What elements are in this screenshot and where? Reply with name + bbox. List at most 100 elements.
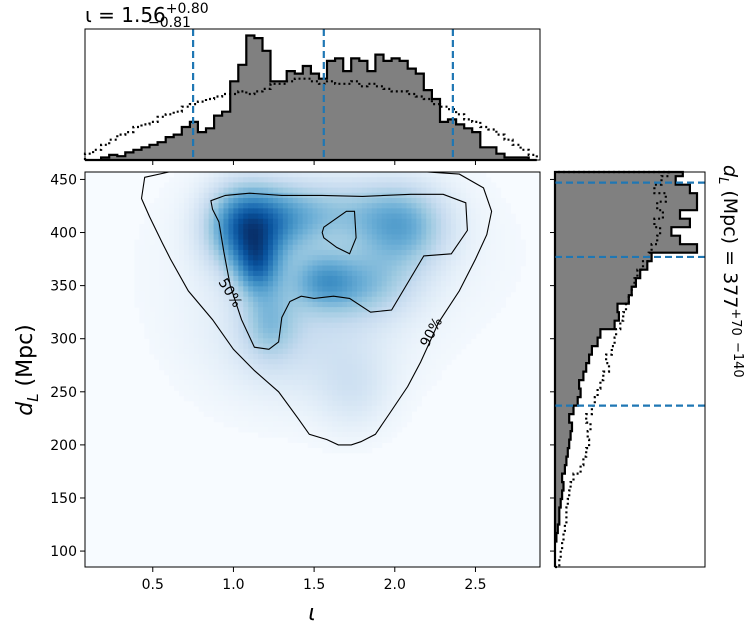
- heatmap-cell: [183, 359, 190, 365]
- heatmap-cell: [386, 182, 393, 189]
- heatmap-cell: [361, 218, 368, 225]
- heatmap-cell: [238, 260, 244, 267]
- heatmap-cell: [431, 312, 437, 319]
- heatmap-cell: [381, 312, 388, 319]
- heatmap-cell: [223, 301, 230, 308]
- heatmap-cell: [302, 281, 309, 287]
- heatmap-cell: [332, 338, 338, 345]
- heatmap-cell: [322, 442, 328, 449]
- heatmap-cell: [307, 208, 314, 215]
- heatmap-cell: [297, 348, 304, 355]
- heatmap-cell: [441, 172, 447, 178]
- heatmap-cell: [287, 333, 294, 339]
- heatmap-cell: [253, 275, 259, 282]
- heatmap-cell: [332, 343, 338, 350]
- heatmap-cell: [421, 172, 427, 178]
- heatmap-cell: [347, 270, 353, 277]
- heatmap-cell: [431, 338, 437, 345]
- heatmap-cell: [218, 411, 225, 417]
- heatmap-cell: [426, 255, 432, 261]
- heatmap-cell: [307, 223, 314, 230]
- heatmap-cell: [366, 307, 373, 313]
- heatmap-cell: [149, 333, 155, 339]
- heatmap-cell: [248, 182, 254, 189]
- heatmap-cell: [258, 333, 264, 339]
- heatmap-cell: [490, 265, 497, 272]
- heatmap-cell: [347, 343, 353, 350]
- heatmap-cell: [361, 203, 368, 209]
- heatmap-cell: [223, 416, 230, 423]
- heatmap-cell: [213, 312, 220, 319]
- heatmap-cell: [312, 275, 319, 282]
- heatmap-cell: [203, 338, 210, 345]
- heatmap-cell: [361, 426, 368, 433]
- heatmap-cell: [401, 244, 408, 251]
- heatmap-cell: [267, 187, 274, 194]
- heatmap-cell: [169, 244, 175, 251]
- heatmap-cell: [233, 172, 239, 178]
- heatmap-cell: [178, 177, 185, 183]
- heatmap-cell: [347, 218, 353, 225]
- heatmap-cell: [149, 249, 155, 256]
- heatmap-cell: [441, 364, 447, 371]
- heatmap-cell: [450, 229, 457, 235]
- heatmap-cell: [431, 239, 437, 246]
- heatmap-cell: [332, 307, 338, 313]
- heatmap-cell: [203, 395, 210, 402]
- heatmap-cell: [277, 249, 284, 256]
- heatmap-cell: [327, 286, 333, 293]
- heatmap-cell: [475, 312, 482, 319]
- heatmap-cell: [272, 374, 279, 381]
- heatmap-cell: [446, 192, 452, 199]
- heatmap-cell: [446, 333, 452, 339]
- heatmap-cell: [337, 260, 343, 267]
- heatmap-cell: [441, 348, 447, 355]
- heatmap-cell: [302, 244, 309, 251]
- heatmap-cell: [253, 353, 259, 360]
- x-tick-label: 2.5: [464, 577, 486, 593]
- heatmap-cell: [174, 260, 180, 267]
- heatmap-cell: [411, 359, 417, 365]
- heatmap-cell: [371, 379, 378, 386]
- heatmap-cell: [426, 182, 432, 189]
- heatmap-cell: [302, 338, 309, 345]
- heatmap-cell: [470, 322, 477, 329]
- heatmap-cell: [391, 213, 398, 220]
- heatmap-cell: [441, 338, 447, 345]
- heatmap-cell: [223, 281, 230, 287]
- heatmap-cell: [342, 281, 348, 287]
- heatmap-cell: [228, 374, 234, 381]
- heatmap-cell: [361, 317, 368, 324]
- heatmap-cell: [352, 229, 358, 235]
- heatmap-cell: [317, 275, 323, 282]
- heatmap-cell: [431, 234, 437, 241]
- heatmap-cell: [188, 307, 195, 313]
- heatmap-cell: [223, 234, 230, 241]
- heatmap-cell: [441, 265, 447, 272]
- heatmap-cell: [381, 296, 388, 303]
- heatmap-cell: [198, 270, 205, 277]
- heatmap-cell: [228, 208, 234, 215]
- heatmap-cell: [455, 218, 462, 225]
- heatmap-cell: [366, 223, 373, 230]
- heatmap-cell: [159, 327, 165, 334]
- heatmap-cell: [371, 270, 378, 277]
- heatmap-cell: [322, 203, 328, 209]
- heatmap-cell: [154, 197, 160, 204]
- heatmap-cell: [243, 333, 249, 339]
- heatmap-cell: [431, 244, 437, 251]
- heatmap-cell: [164, 208, 170, 215]
- heatmap-cell: [317, 286, 323, 293]
- heatmap-cell: [465, 234, 472, 241]
- heatmap-cell: [391, 244, 398, 251]
- heatmap-cell: [258, 192, 264, 199]
- heatmap-cell: [376, 400, 383, 407]
- heatmap-cell: [228, 218, 234, 225]
- heatmap-cell: [263, 281, 269, 287]
- heatmap-cell: [272, 379, 279, 386]
- heatmap-cell: [495, 234, 502, 241]
- heatmap-cell: [287, 369, 294, 376]
- heatmap-cell: [228, 182, 234, 189]
- heatmap-cell: [450, 203, 457, 209]
- heatmap-cell: [228, 197, 234, 204]
